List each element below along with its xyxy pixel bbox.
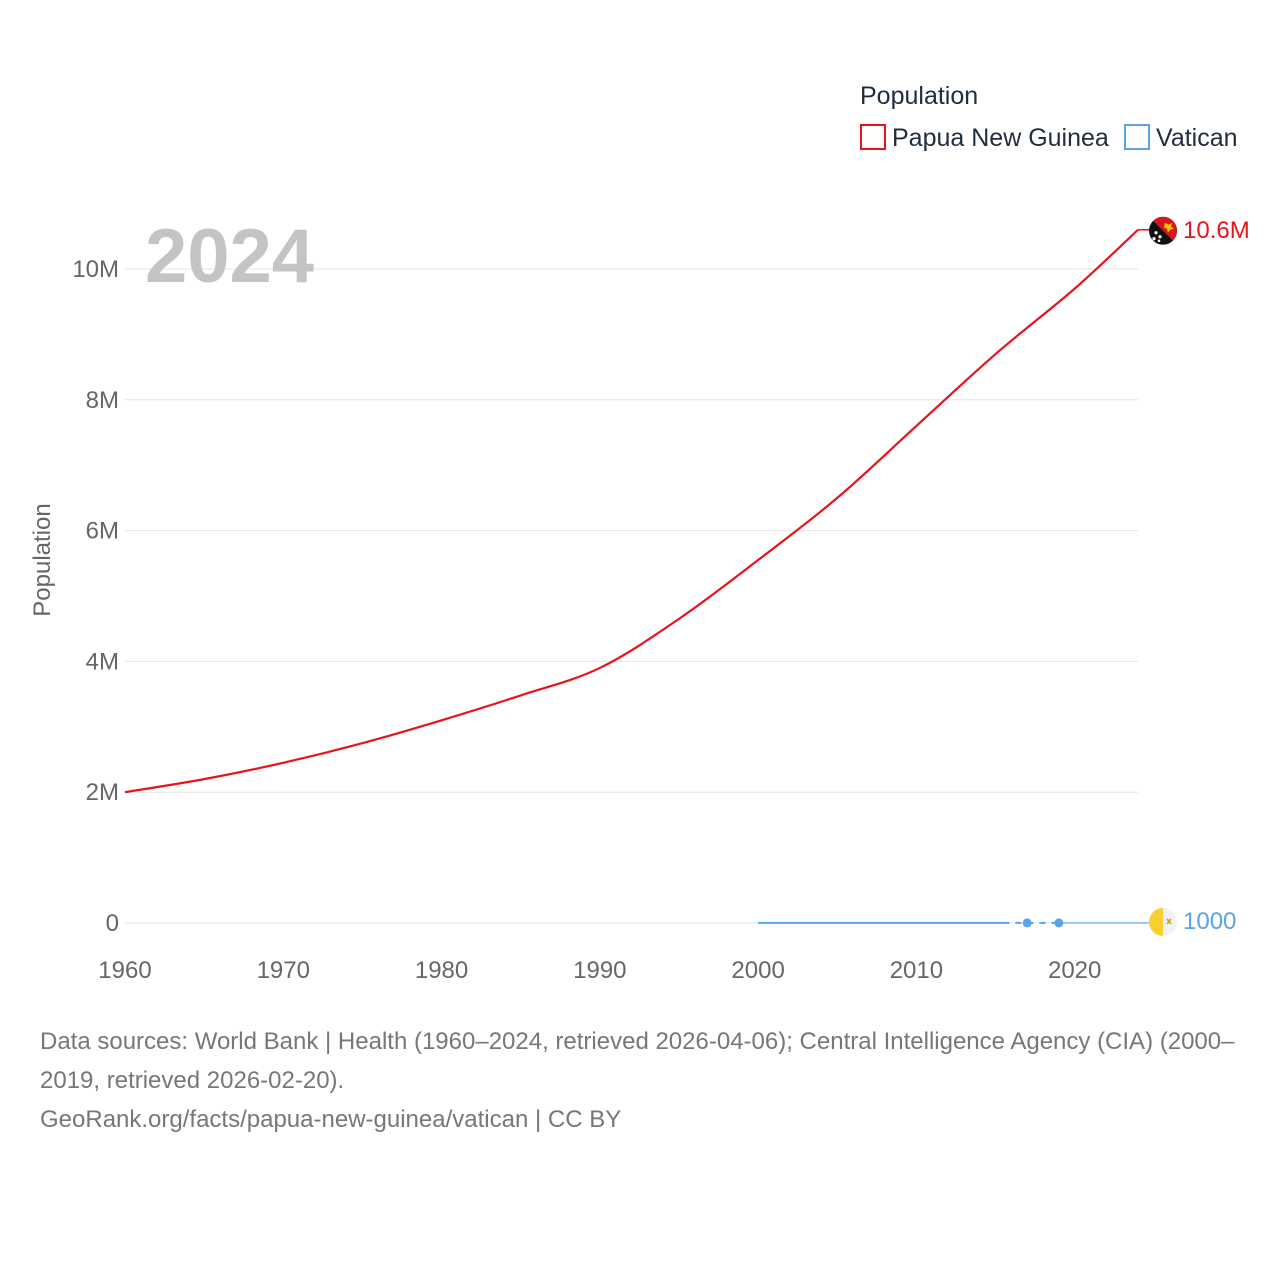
data-sources-text: Data sources: World Bank | Health (1960–… <box>40 1028 1235 1094</box>
year-label: 2024 <box>145 214 314 299</box>
y-tick-label: 8M <box>86 387 119 414</box>
footer: Data sources: World Bank | Health (1960–… <box>40 1022 1250 1139</box>
legend-label-vatican: Vatican <box>1156 124 1238 152</box>
legend-swatch-papua-new-guinea <box>860 124 886 150</box>
y-tick-label: 2M <box>86 779 119 806</box>
y-tick-label: 0 <box>106 910 119 937</box>
legend: Population Papua New Guinea Vatican <box>860 82 1238 152</box>
papua-new-guinea-flag-icon <box>1149 216 1177 245</box>
x-tick-label: 2000 <box>731 957 784 984</box>
y-axis-ticks: 0 2M 4M 6M 8M 10M <box>72 256 119 937</box>
vatican-flag-icon <box>1149 907 1177 936</box>
credit-link[interactable]: GeoRank.org/facts/papua-new-guinea/vatic… <box>40 1106 622 1133</box>
legend-item-vatican[interactable]: Vatican <box>1124 124 1238 152</box>
vatican-end-label: 1000 <box>1183 908 1236 935</box>
population-chart: 0 2M 4M 6M 8M 10M 1960 1970 1980 1990 2000 2010 202… <box>29 82 1250 984</box>
legend-swatch-vatican <box>1124 124 1150 150</box>
x-tick-label: 1990 <box>573 957 626 984</box>
y-tick-label: 6M <box>86 518 119 545</box>
x-tick-label: 1960 <box>98 957 151 984</box>
x-axis-ticks: 1960 1970 1980 1990 2000 2010 2020 <box>98 957 1101 984</box>
vatican-data-point <box>1022 918 1032 928</box>
series-line-papua-new-guinea <box>124 228 1139 794</box>
x-tick-label: 2020 <box>1048 957 1101 984</box>
y-axis-title: Population <box>29 503 56 616</box>
x-tick-label: 1980 <box>415 957 468 984</box>
y-tick-label: 10M <box>72 256 119 283</box>
legend-item-papua-new-guinea[interactable]: Papua New Guinea <box>860 124 1109 152</box>
legend-label-papua-new-guinea: Papua New Guinea <box>892 124 1109 152</box>
legend-title: Population <box>860 82 978 110</box>
x-tick-label: 1970 <box>257 957 310 984</box>
vatican-data-point <box>1054 918 1064 928</box>
x-tick-label: 2010 <box>890 957 943 984</box>
papua-new-guinea-end-label: 10.6M <box>1183 217 1250 244</box>
gridlines <box>125 268 1138 924</box>
series-layer <box>124 228 1150 928</box>
y-tick-label: 4M <box>86 648 119 675</box>
